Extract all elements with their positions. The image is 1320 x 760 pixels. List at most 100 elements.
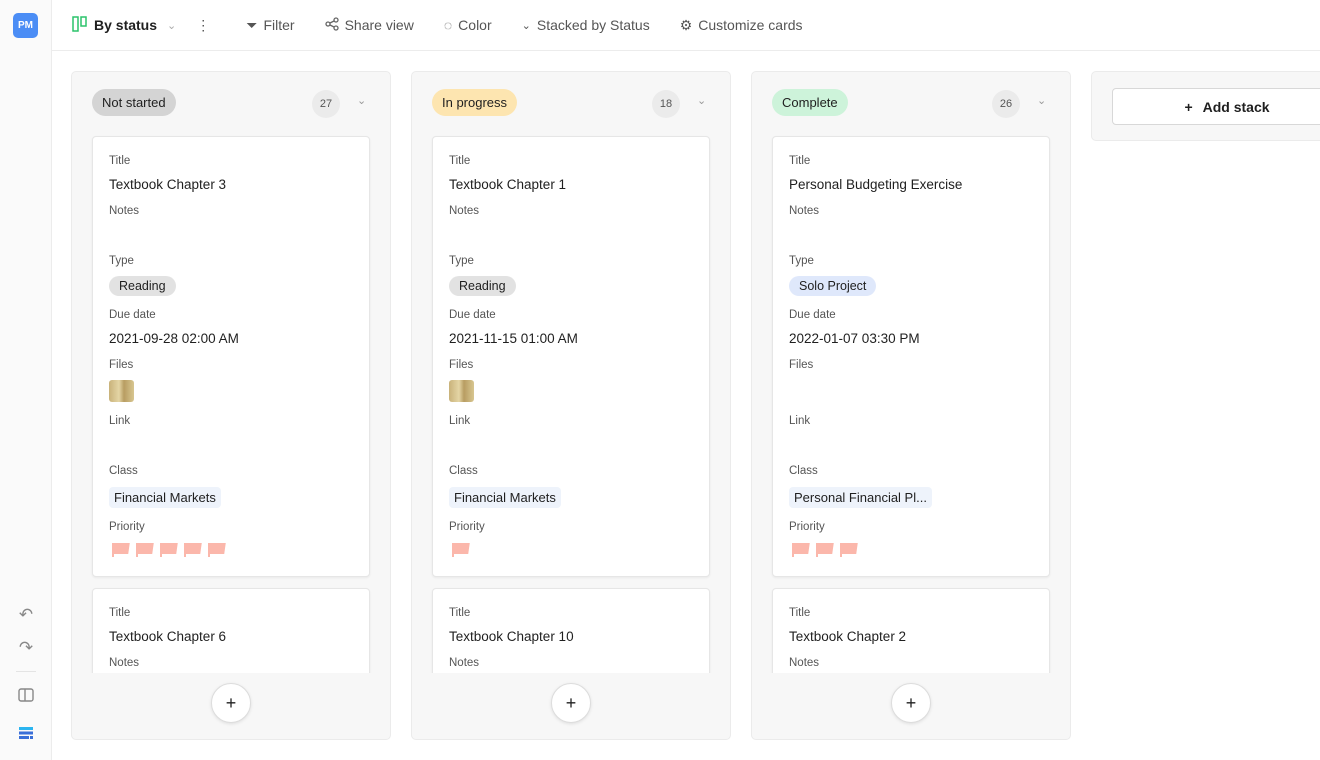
add-stack-button[interactable]: + Add stack	[1112, 88, 1320, 125]
card-title: Textbook Chapter 1	[449, 177, 567, 192]
field-label: Files	[789, 359, 814, 371]
view-name: By status	[94, 17, 158, 33]
kanban-view-icon[interactable]	[16, 725, 36, 745]
card-title: Personal Budgeting Exercise	[789, 177, 963, 192]
priority-flag-icon	[815, 543, 833, 557]
field-label: Priority	[789, 521, 825, 533]
class-chip: Personal Financial Pl...	[789, 487, 932, 508]
card[interactable]: Title Textbook Chapter 3 Notes Type Read…	[92, 136, 370, 577]
view-switcher[interactable]: By status ⌄	[72, 15, 177, 35]
field-label: Class	[449, 465, 478, 477]
field-label: Title	[789, 155, 811, 167]
priority-rating	[791, 543, 857, 557]
priority-flag-icon	[111, 543, 129, 557]
due-date: 2021-11-15 01:00 AM	[449, 331, 578, 346]
filter-icon: ⏷	[246, 16, 258, 33]
toolbar: By status ⌄ ⋮ ⏷ Filter Share view ◌ Color ⌄…	[52, 0, 1320, 51]
card-title: Textbook Chapter 6	[109, 629, 227, 644]
field-label: Type	[449, 255, 474, 267]
undo-icon[interactable]: ↶	[18, 605, 34, 624]
stacked-label: Stacked by Status	[536, 17, 650, 33]
stack-not-started: Not started 27 ⌄ Title Textbook Chapter …	[71, 71, 391, 740]
priority-flag-icon	[451, 543, 469, 557]
card-count: 18	[652, 90, 680, 118]
customize-cards-button[interactable]: ⚙ Customize cards	[680, 17, 803, 34]
sidebar-divider	[16, 671, 36, 672]
field-label: Files	[449, 359, 474, 371]
card[interactable]: Title Textbook Chapter 1 Notes Type Read…	[432, 136, 710, 577]
stacked-by-button[interactable]: ⌄ Stacked by Status	[522, 17, 650, 33]
field-label: Type	[109, 255, 134, 267]
card-count: 26	[992, 90, 1020, 118]
board-icon	[72, 15, 88, 35]
field-label: Notes	[789, 205, 820, 217]
field-label: Priority	[109, 521, 145, 533]
share-icon	[324, 16, 339, 34]
priority-rating	[451, 543, 469, 557]
color-button[interactable]: ◌ Color	[444, 17, 492, 33]
class-chip: Financial Markets	[449, 487, 561, 508]
class-chip: Financial Markets	[109, 487, 221, 508]
color-label: Color	[458, 17, 492, 33]
card[interactable]: Title Personal Budgeting Exercise Notes …	[772, 136, 1050, 577]
priority-flag-icon	[839, 543, 857, 557]
priority-flag-icon	[135, 543, 153, 557]
type-chip: Solo Project	[789, 276, 877, 296]
field-label: Notes	[789, 657, 820, 669]
priority-flag-icon	[791, 543, 809, 557]
file-thumbnail[interactable]	[449, 380, 474, 402]
chevron-down-icon[interactable]: ⌄	[357, 95, 367, 107]
status-badge: Not started	[92, 89, 176, 116]
plus-icon: +	[1184, 98, 1193, 115]
add-stack-column: + Add stack	[1091, 71, 1320, 141]
field-label: Notes	[109, 205, 140, 217]
file-thumbnail[interactable]	[109, 380, 134, 402]
add-card-button[interactable]: +	[551, 683, 591, 723]
field-label: Type	[789, 255, 814, 267]
field-label: Priority	[449, 521, 485, 533]
field-label: Due date	[789, 309, 836, 321]
field-label: Link	[449, 415, 471, 427]
field-label: Files	[109, 359, 134, 371]
more-options-icon[interactable]: ⋮	[196, 16, 211, 33]
stack-complete: Complete 26 ⌄ Title Personal Budgeting E…	[751, 71, 1071, 740]
app-logo[interactable]: PM	[13, 13, 38, 38]
priority-flag-icon	[183, 543, 201, 557]
card-title: Textbook Chapter 2	[789, 629, 907, 644]
chevron-down-icon: ⌄	[167, 19, 177, 32]
add-stack-label: Add stack	[1202, 98, 1270, 115]
priority-flag-icon	[159, 543, 177, 557]
add-card-button[interactable]: +	[211, 683, 251, 723]
panel-icon[interactable]	[16, 687, 36, 707]
status-badge: Complete	[772, 89, 848, 116]
share-view-button[interactable]: Share view	[324, 16, 414, 34]
chevron-down-icon[interactable]: ⌄	[1037, 95, 1047, 107]
stack-in-progress: In progress 18 ⌄ Title Textbook Chapter …	[411, 71, 731, 740]
redo-icon[interactable]: ↷	[18, 638, 34, 657]
priority-flag-icon	[207, 543, 225, 557]
card[interactable]: Title Textbook Chapter 10 Notes	[432, 588, 710, 673]
priority-rating	[111, 543, 225, 557]
chevron-down-icon: ⌄	[521, 19, 531, 32]
field-label: Notes	[109, 657, 140, 669]
card-count: 27	[312, 90, 340, 118]
field-label: Link	[789, 415, 811, 427]
customize-label: Customize cards	[698, 17, 803, 33]
field-label: Title	[109, 155, 131, 167]
field-label: Title	[109, 607, 131, 619]
field-label: Due date	[449, 309, 496, 321]
card-title: Textbook Chapter 3	[109, 177, 227, 192]
field-label: Notes	[449, 657, 480, 669]
gear-icon: ⚙	[679, 16, 693, 33]
field-label: Title	[449, 155, 471, 167]
field-label: Class	[789, 465, 818, 477]
card[interactable]: Title Textbook Chapter 6 Notes	[92, 588, 370, 673]
field-label: Title	[449, 607, 471, 619]
add-card-button[interactable]: +	[891, 683, 931, 723]
filter-button[interactable]: ⏷ Filter	[246, 17, 294, 34]
chevron-down-icon[interactable]: ⌄	[697, 95, 707, 107]
sidebar: PM ↶ ↷	[0, 0, 52, 760]
field-label: Due date	[109, 309, 156, 321]
card[interactable]: Title Textbook Chapter 2 Notes	[772, 588, 1050, 673]
card-title: Textbook Chapter 10	[449, 629, 574, 644]
